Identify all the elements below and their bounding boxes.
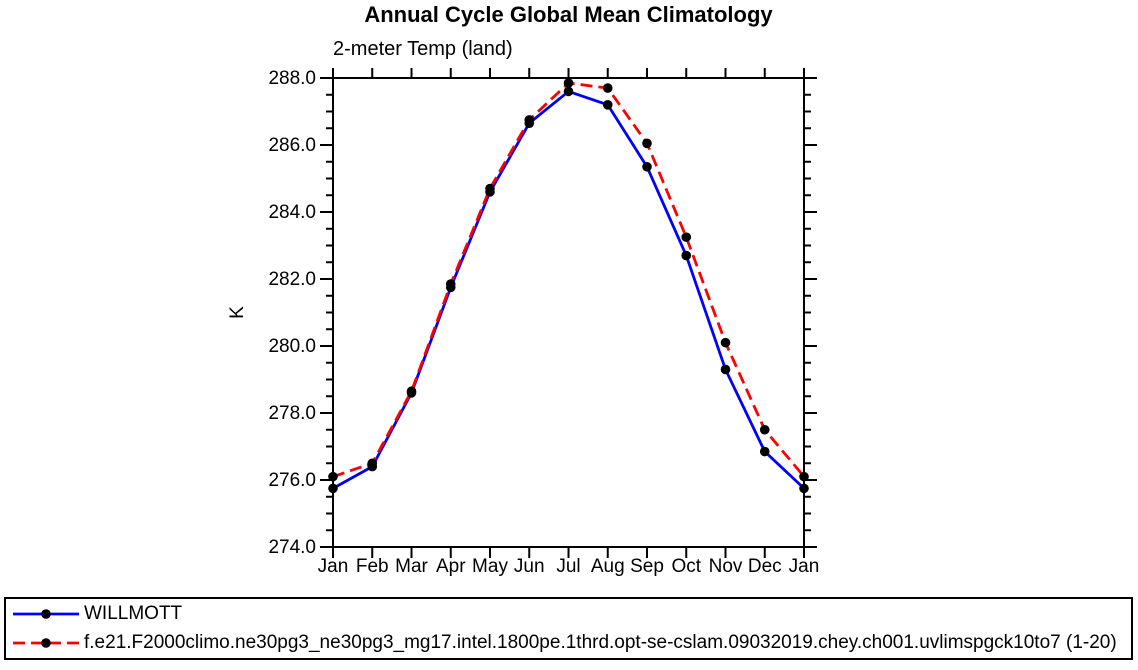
data-point-marker (642, 138, 652, 149)
data-point-markers (328, 78, 809, 494)
data-point-marker (799, 471, 809, 482)
legend-sample-willmott-line (13, 609, 79, 619)
chart-subtitle: 2-meter Temp (land) (333, 38, 513, 60)
data-point-marker (328, 471, 338, 482)
data-point-marker (602, 83, 613, 93)
data-point-marker (681, 232, 692, 242)
data-point-marker (681, 250, 692, 261)
legend-row-willmott: WILLMOTT (6, 600, 1131, 629)
y-tick-label: 284.0 (268, 202, 316, 223)
y-tick-label: 286.0 (268, 135, 316, 156)
y-tick-label: 276.0 (268, 470, 316, 491)
chart-title: Annual Cycle Global Mean Climatology (364, 2, 773, 27)
data-point-marker (642, 161, 652, 172)
x-tick-label: Jan (318, 556, 349, 577)
x-tick-label: Aug (591, 556, 625, 577)
data-point-marker (563, 86, 574, 97)
x-axis-ticks: Jan Feb Mar Apr May Jun Jul Aug Sep Oct Nov Dec Jan (318, 68, 820, 577)
legend-row-model: f.e21.F2000climo.ne30pg3_ne30pg3_mg17.in… (6, 629, 1131, 658)
y-tick-label: 274.0 (268, 537, 316, 558)
x-tick-label: Nov (709, 556, 743, 577)
y-tick-label: 278.0 (268, 403, 316, 424)
data-point-marker (759, 446, 770, 457)
data-point-marker (720, 364, 731, 375)
data-point-marker (367, 458, 378, 469)
data-point-marker (799, 483, 809, 494)
y-tick-label: 288.0 (268, 68, 316, 89)
x-tick-label: Feb (356, 556, 389, 577)
data-point-marker (406, 386, 417, 397)
plot-area: 274.0 276.0 278.0 280.0 282.0 284.0 286.0 288.0… (227, 68, 820, 577)
data-point-marker (759, 424, 770, 435)
data-point-marker (328, 483, 338, 494)
legend-sample-model-line (13, 638, 79, 648)
legend-box: WILLMOTT f.e21.F2000climo.ne30pg3_ne30pg… (4, 597, 1133, 660)
x-tick-label: Dec (748, 556, 782, 577)
x-tick-label: May (472, 556, 508, 577)
legend-label-willmott: WILLMOTT (84, 603, 183, 624)
x-tick-label: Oct (671, 556, 701, 577)
y-tick-label: 280.0 (268, 336, 316, 357)
series-line-willmott (332, 89, 805, 490)
legend-marker-dot (41, 609, 51, 619)
y-axis-ticks: 274.0 276.0 278.0 280.0 282.0 284.0 286.0 288.0 (268, 68, 817, 558)
y-axis-label: K (227, 306, 248, 319)
data-point-marker (445, 279, 456, 289)
x-tick-label: Sep (630, 556, 664, 577)
data-point-marker (485, 183, 495, 194)
x-tick-label: Jan (789, 556, 820, 577)
y-tick-label: 282.0 (268, 269, 316, 290)
data-point-marker (524, 115, 535, 125)
data-point-marker (563, 78, 574, 88)
series-line-model (332, 81, 806, 478)
x-tick-label: Jul (556, 556, 580, 577)
x-tick-label: Jun (514, 556, 545, 577)
legend-marker-dot (41, 638, 51, 648)
data-point-marker (602, 100, 613, 110)
x-tick-label: Apr (436, 556, 466, 577)
axes-frame (332, 77, 805, 548)
legend-label-model: f.e21.F2000climo.ne30pg3_ne30pg3_mg17.in… (84, 632, 1117, 653)
data-point-marker (720, 337, 731, 348)
x-tick-label: Mar (395, 556, 428, 577)
